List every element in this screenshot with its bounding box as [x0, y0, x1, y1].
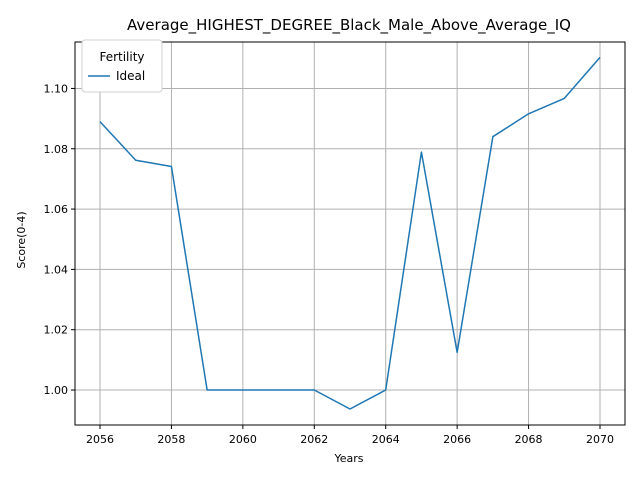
axis-ticks: 2056 2058 2060 2062 2064 2066 2068 2070 1.00 1.02… — [44, 82, 615, 446]
x-tick-label: 2062 — [300, 433, 328, 446]
x-tick-label: 2056 — [86, 433, 114, 446]
y-tick-label: 1.08 — [44, 143, 69, 156]
y-tick-label: 1.04 — [44, 263, 69, 276]
x-tick-label: 2068 — [515, 433, 543, 446]
x-axis-label: Years — [333, 452, 363, 465]
x-tick-label: 2058 — [157, 433, 185, 446]
x-tick-label: 2060 — [229, 433, 257, 446]
y-tick-label: 1.10 — [44, 82, 69, 95]
x-tick-label: 2064 — [372, 433, 400, 446]
x-tick-label: 2066 — [443, 433, 471, 446]
legend-label-ideal: Ideal — [116, 69, 145, 83]
series-line-ideal — [99, 56, 601, 410]
plot-area-frame — [74, 41, 626, 426]
legend-title: Fertility — [99, 50, 144, 64]
series-lines — [99, 56, 601, 410]
legend: Fertility Ideal — [81, 39, 163, 93]
y-tick-label: 1.02 — [44, 324, 69, 337]
chart-title: Average_HIGHEST_DEGREE_Black_Male_Above_… — [127, 16, 571, 35]
x-tick-label: 2070 — [586, 433, 614, 446]
grid-lines — [75, 42, 625, 425]
y-tick-label: 1.06 — [44, 203, 69, 216]
y-axis-label: Score(0-4) — [15, 211, 28, 268]
y-tick-label: 1.00 — [44, 384, 69, 397]
legend-box — [81, 39, 163, 93]
